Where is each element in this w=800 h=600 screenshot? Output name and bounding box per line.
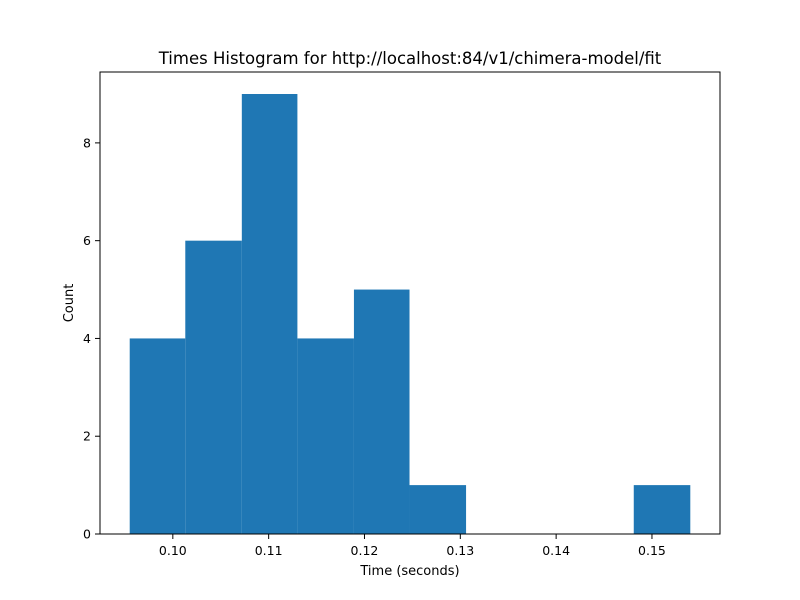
y-axis-ticks: 0 2 4 6 8 bbox=[83, 135, 100, 542]
x-tick-label: 0.12 bbox=[351, 543, 379, 558]
y-tick-label: 4 bbox=[83, 331, 91, 346]
histogram-bar-0 bbox=[129, 338, 186, 534]
histogram-bar-1 bbox=[185, 240, 242, 535]
y-tick-label: 6 bbox=[83, 233, 91, 248]
y-tick-label: 8 bbox=[83, 135, 91, 150]
x-axis-label: Time (seconds) bbox=[359, 564, 459, 579]
x-tick-label: 0.11 bbox=[255, 543, 283, 558]
y-tick-label: 0 bbox=[83, 527, 91, 542]
x-axis-ticks: 0.10 0.11 0.12 0.13 0.14 0.15 bbox=[159, 534, 666, 558]
x-tick-label: 0.13 bbox=[446, 543, 474, 558]
plot-frame bbox=[99, 71, 721, 535]
histogram-bar-9 bbox=[633, 485, 691, 534]
chart-title: Times Histogram for http://localhost:84/… bbox=[158, 49, 662, 68]
histogram-bar-5 bbox=[409, 485, 467, 534]
x-tick-label: 0.14 bbox=[542, 543, 570, 558]
histogram-bars bbox=[129, 94, 691, 535]
x-tick-label: 0.10 bbox=[159, 543, 187, 558]
y-axis-label: Count bbox=[62, 284, 77, 323]
histogram-bar-4 bbox=[353, 289, 410, 534]
histogram-bar-3 bbox=[297, 338, 354, 534]
histogram-bar-2 bbox=[241, 94, 298, 534]
y-tick-label: 2 bbox=[83, 429, 91, 444]
x-tick-label: 0.15 bbox=[638, 543, 666, 558]
